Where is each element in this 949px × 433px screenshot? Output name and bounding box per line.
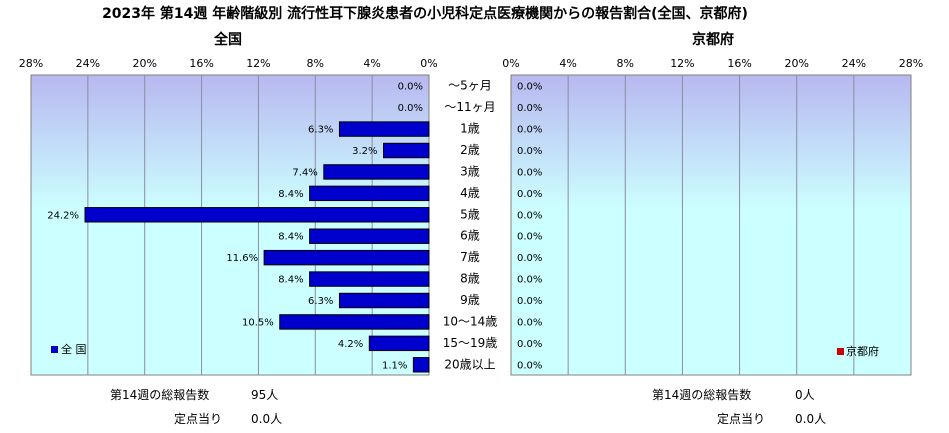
right-total-value: 0人	[795, 388, 815, 402]
category-label: 8歳	[460, 272, 480, 286]
category-labels: ～5ヶ月 ～11ヶ月 1歳 2歳 3歳 4歳 5歳 6歳 7歳 8歳 9歳 10～14歳 15～19歳 2…	[443, 79, 498, 372]
left-bar	[263, 249, 430, 266]
left-per-label: 定点当り	[174, 411, 222, 426]
category-label: 1歳	[460, 122, 480, 136]
right-gridlines	[567, 75, 855, 375]
left-data-label: 6.3%	[308, 296, 333, 307]
left-bars	[84, 121, 430, 373]
left-bar	[338, 292, 430, 309]
left-data-label: 3.2%	[352, 146, 377, 157]
left-tick-label: 20%	[132, 57, 156, 70]
left-tick-label: 0%	[420, 57, 437, 70]
left-legend-label: 全 国	[61, 342, 87, 356]
left-bar	[338, 121, 430, 137]
category-label: 3歳	[460, 164, 480, 178]
left-bar	[309, 185, 430, 202]
left-tick-label: 12%	[246, 57, 270, 70]
right-tick-label: 20%	[784, 57, 808, 70]
left-tick-label: 24%	[76, 57, 100, 70]
left-bar	[383, 142, 430, 159]
right-legend-label: 京都府	[846, 344, 879, 358]
right-data-label: 0.0%	[517, 189, 542, 200]
right-data-label: 0.0%	[517, 210, 542, 221]
left-tick-label: 16%	[189, 57, 213, 70]
right-data-label: 0.0%	[517, 146, 542, 157]
left-bar	[279, 314, 430, 330]
category-label: 20歳以上	[444, 357, 495, 371]
category-label: 10～14歳	[443, 314, 498, 328]
left-data-label: 1.1%	[382, 360, 407, 371]
right-data-label: 0.0%	[517, 103, 542, 114]
right-tick-label: 16%	[727, 57, 751, 70]
right-plot-area	[510, 74, 912, 376]
left-data-label: 0.0%	[398, 82, 423, 93]
left-data-label: 7.4%	[292, 167, 317, 178]
right-tick-label: 24%	[842, 57, 866, 70]
right-data-label: 0.0%	[517, 275, 542, 286]
right-data-label: 0.0%	[517, 167, 542, 178]
right-data-label: 0.0%	[517, 296, 542, 307]
left-data-label: 8.4%	[278, 189, 303, 200]
left-data-label: 8.4%	[278, 232, 303, 243]
left-legend-swatch	[51, 346, 58, 353]
category-label: 15～19歳	[443, 336, 498, 350]
right-data-label: 0.0%	[517, 82, 542, 93]
left-data-label: 4.2%	[338, 339, 363, 350]
right-data-label: 0.0%	[517, 125, 542, 136]
left-tick-label: 8%	[307, 57, 324, 70]
right-legend-swatch	[837, 348, 844, 355]
right-tick-labels: 0% 4% 8% 12% 16% 20% 24% 28%	[502, 57, 923, 70]
right-data-label: 0.0%	[517, 317, 542, 328]
left-bar	[309, 228, 430, 244]
left-tick-label: 28%	[19, 57, 43, 70]
left-plot-area	[30, 74, 430, 376]
right-tick-label: 12%	[670, 57, 694, 70]
category-label: 6歳	[460, 229, 480, 243]
right-data-label: 0.0%	[517, 253, 542, 264]
left-subtitle: 全国	[213, 31, 242, 48]
right-per-value: 0.0人	[795, 412, 826, 426]
left-legend: 全 国	[51, 342, 87, 356]
category-label: ～11ヶ月	[444, 100, 495, 114]
category-label: 5歳	[460, 207, 480, 221]
category-label: ～5ヶ月	[448, 79, 492, 93]
right-data-label: 0.0%	[517, 360, 542, 371]
left-data-label: 11.6%	[226, 253, 258, 264]
category-label: 7歳	[460, 250, 480, 264]
category-label: 2歳	[460, 143, 480, 157]
right-data-label: 0.0%	[517, 232, 542, 243]
left-data-label: 6.3%	[308, 125, 333, 136]
right-tick-label: 28%	[899, 57, 923, 70]
chart-title: 2023年 第14週 年齢階級別 流行性耳下腺炎患者の小児科定点医療機関からの報…	[102, 5, 748, 22]
left-bar	[412, 357, 430, 373]
left-data-label: 24.2%	[47, 210, 79, 221]
left-bar	[84, 207, 430, 223]
left-total-label: 第14週の総報告数	[110, 387, 209, 402]
right-subtitle: 京都府	[692, 31, 734, 48]
left-bar	[309, 271, 430, 287]
right-per-label: 定点当り	[717, 411, 765, 426]
left-data-labels: 0.0% 0.0% 6.3% 3.2% 7.4% 8.4% 24.2% 8.4% 11.6% 8.…	[47, 82, 423, 372]
right-data-labels: 0.0% 0.0% 0.0% 0.0% 0.0% 0.0% 0.0% 0.0% 0.0% 0.0%…	[517, 82, 542, 372]
left-data-label: 8.4%	[278, 275, 303, 286]
right-tick-label: 4%	[559, 57, 576, 70]
right-data-label: 0.0%	[517, 339, 542, 350]
left-bar	[323, 164, 430, 180]
right-tick-label: 8%	[617, 57, 634, 70]
left-data-label: 0.0%	[398, 103, 423, 114]
left-tick-label: 4%	[363, 57, 380, 70]
right-legend: 京都府	[837, 344, 879, 358]
right-total-label: 第14週の総報告数	[652, 387, 751, 402]
left-bar	[368, 335, 430, 352]
right-tick-label: 0%	[502, 57, 519, 70]
left-per-value: 0.0人	[251, 412, 282, 426]
left-total-value: 95人	[251, 388, 278, 402]
left-tick-labels: 0% 4% 8% 12% 16% 20% 24% 28%	[19, 57, 438, 70]
category-label: 4歳	[460, 186, 480, 200]
category-label: 9歳	[460, 293, 480, 307]
left-data-label: 10.5%	[242, 317, 274, 328]
